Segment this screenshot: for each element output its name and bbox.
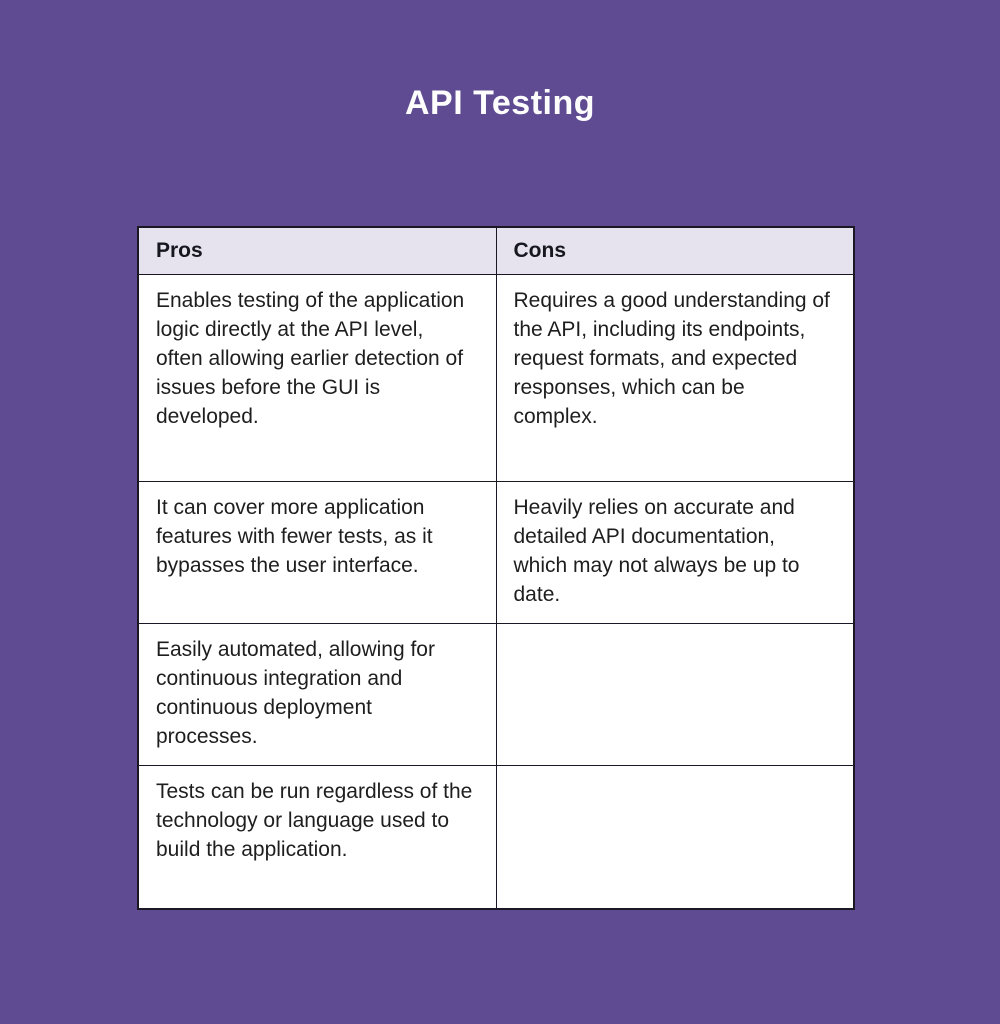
pros-header: Pros [137, 226, 497, 275]
cons-cell-2: Heavily relies on accurate and detailed … [495, 480, 855, 624]
table-row: It can cover more application features w… [137, 480, 855, 624]
cons-cell-4 [495, 764, 855, 910]
table-header-row: Pros Cons [137, 226, 855, 275]
pros-cons-table: Pros Cons Enables testing of the applica… [137, 226, 855, 910]
cons-cell-3 [495, 622, 855, 766]
pros-cell-4: Tests can be run regardless of the techn… [137, 764, 497, 910]
pros-cell-1: Enables testing of the application logic… [137, 273, 497, 482]
pros-cell-2: It can cover more application features w… [137, 480, 497, 624]
pros-cell-3: Easily automated, allowing for continuou… [137, 622, 497, 766]
table-row: Easily automated, allowing for continuou… [137, 622, 855, 766]
table-row: Tests can be run regardless of the techn… [137, 764, 855, 910]
page-title: API Testing [405, 84, 595, 122]
cons-cell-1: Requires a good understanding of the API… [495, 273, 855, 482]
table-row: Enables testing of the application logic… [137, 273, 855, 482]
cons-header: Cons [495, 226, 855, 275]
